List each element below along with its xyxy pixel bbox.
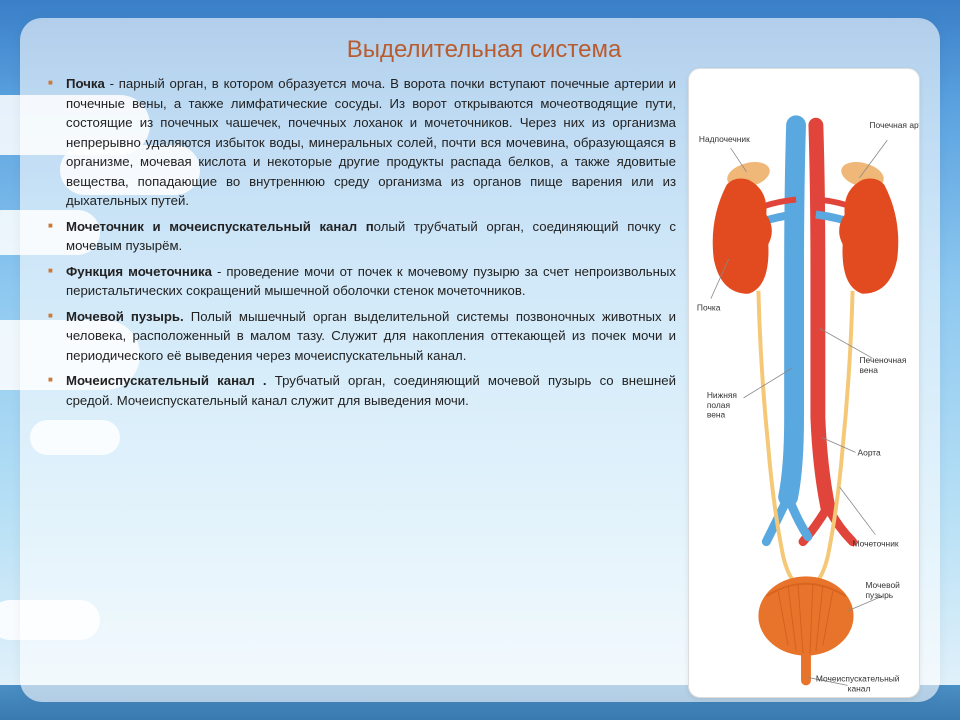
label-aorta: Аорта (858, 447, 882, 457)
list-item: Мочеточник и мочеиспускательный канал по… (48, 217, 676, 256)
label-kidney: Почка (697, 303, 721, 313)
anatomy-svg: Почечная артерия Надпочечник Почка Нижня… (689, 69, 919, 697)
label-urethra: Мочеиспускательныйканал (816, 673, 900, 693)
text-column: Почка - парный орган, в котором образует… (48, 74, 676, 698)
content-row: Почка - парный орган, в котором образует… (48, 74, 920, 698)
label-ivc: Нижняяполаявена (707, 390, 737, 420)
list-item: Почка - парный орган, в котором образует… (48, 74, 676, 211)
label-artery: Почечная артерия (869, 120, 919, 130)
label-bladder: Мочевойпузырь (865, 580, 900, 600)
anatomy-figure: Почечная артерия Надпочечник Почка Нижня… (688, 68, 920, 698)
content-panel: Выделительная система Почка - парный орг… (20, 18, 940, 702)
list-item: Мочеиспускательный канал . Трубчатый орг… (48, 371, 676, 410)
list-item: Функция мочеточника - проведение мочи от… (48, 262, 676, 301)
bullet-list: Почка - парный орган, в котором образует… (48, 74, 676, 411)
slide-title: Выделительная система (48, 36, 920, 64)
label-adrenal: Надпочечник (699, 134, 750, 144)
list-item: Мочевой пузырь. Полый мышечный орган выд… (48, 307, 676, 366)
label-ureter: Мочеточник (853, 539, 899, 549)
label-hepatic-vein: Печеночнаявена (860, 355, 907, 375)
